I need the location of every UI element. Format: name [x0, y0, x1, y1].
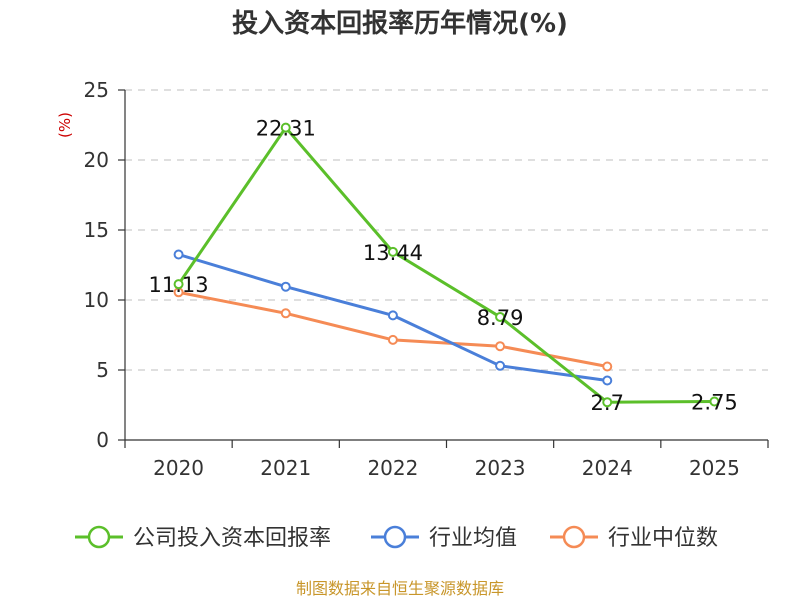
- legend-marker: [87, 525, 111, 549]
- data-label: 2.75: [691, 391, 738, 415]
- x-tick-label: 2024: [582, 456, 633, 480]
- y-tick-label: 25: [84, 78, 109, 102]
- data-point: [173, 279, 184, 290]
- y-tick-label: 15: [84, 218, 109, 242]
- data-point: [387, 334, 398, 345]
- data-point: [602, 397, 613, 408]
- x-tick-label: 2021: [260, 456, 311, 480]
- x-tick-label: 2022: [367, 456, 418, 480]
- data-point: [387, 246, 398, 257]
- data-point: [495, 341, 506, 352]
- data-point: [602, 361, 613, 372]
- y-tick-label: 10: [84, 288, 109, 312]
- plot-area: [173, 122, 720, 408]
- x-tick-label: 2025: [689, 456, 740, 480]
- legend-marker: [383, 525, 407, 549]
- data-label: 22.31: [256, 117, 316, 141]
- data-point: [709, 396, 720, 407]
- data-label: 8.79: [477, 306, 524, 330]
- y-tick-label: 0: [96, 428, 109, 452]
- data-labels: 11.13 22.31 13.44 8.79 2.7 2.75: [149, 117, 738, 416]
- legend-marker: [562, 525, 586, 549]
- legend-label: 公司投入资本回报率: [133, 526, 331, 551]
- x-tick-label: 2023: [475, 456, 526, 480]
- data-point: [280, 281, 291, 292]
- legend[interactable]: 公司投入资本回报率 行业均值 行业中位数: [75, 525, 718, 551]
- data-point: [602, 375, 613, 386]
- data-point: [173, 249, 184, 260]
- x-tick-label: 2020: [153, 456, 204, 480]
- data-label: 2.7: [591, 391, 624, 415]
- legend-label: 行业中位数: [608, 526, 718, 551]
- y-tick-label: 5: [96, 358, 109, 382]
- y-tick-label: 20: [84, 148, 109, 172]
- source-note: 制图数据来自恒生聚源数据库: [296, 579, 504, 598]
- data-point: [495, 360, 506, 371]
- legend-item[interactable]: 行业均值: [371, 525, 517, 551]
- data-label: 13.44: [363, 241, 423, 265]
- y-axis-label: (%): [56, 112, 74, 138]
- series-line: [177, 126, 716, 404]
- chart-title: 投入资本回报率历年情况(%): [232, 8, 568, 39]
- legend-label: 行业均值: [429, 526, 517, 551]
- grid: [125, 89, 768, 371]
- series-line: [177, 290, 609, 368]
- data-point: [387, 310, 398, 321]
- data-label: 11.13: [149, 273, 209, 297]
- legend-item[interactable]: 公司投入资本回报率: [75, 525, 331, 551]
- data-point: [495, 311, 506, 322]
- data-point: [280, 308, 291, 319]
- data-point: [280, 122, 291, 133]
- legend-item[interactable]: 行业中位数: [550, 525, 718, 551]
